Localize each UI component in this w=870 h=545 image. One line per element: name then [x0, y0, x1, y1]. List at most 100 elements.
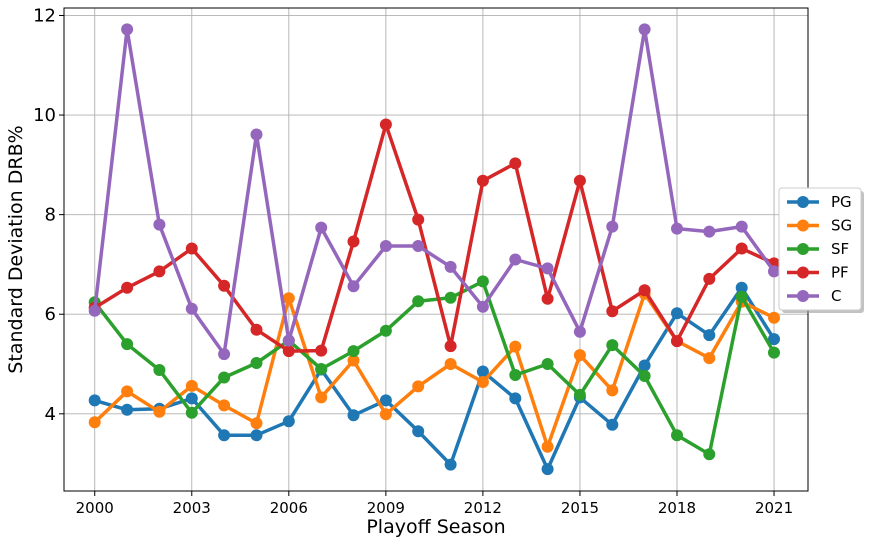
- data-point-c: [379, 240, 392, 252]
- series-c: [88, 23, 780, 361]
- data-point-sg: [347, 354, 360, 367]
- data-point-sf: [121, 338, 134, 351]
- data-point-pf: [606, 305, 619, 318]
- legend-label: C: [831, 287, 841, 305]
- data-point-pf: [671, 335, 683, 348]
- data-point-c: [444, 260, 457, 273]
- x-tick-label: 2018: [658, 499, 696, 517]
- data-point-sf: [250, 357, 263, 369]
- data-point-sf: [573, 388, 586, 401]
- series-line-c: [92, 27, 776, 356]
- data-point-pf: [121, 281, 134, 294]
- data-point-pg: [121, 403, 134, 416]
- data-point-c: [153, 218, 166, 231]
- data-point-sf: [541, 358, 554, 370]
- data-point-sg: [703, 352, 716, 365]
- x-tick-label: 2006: [270, 499, 308, 517]
- x-tick-label: 2003: [173, 499, 211, 517]
- y-tick-label: 12: [33, 5, 56, 26]
- data-point-sf: [671, 429, 683, 442]
- series-sf: [88, 275, 780, 461]
- data-point-sg: [444, 358, 457, 370]
- data-point-sf: [185, 406, 198, 419]
- legend-box: [778, 187, 862, 311]
- data-point-pf: [250, 323, 263, 336]
- y-axis-title: Standard Deviation DRB%: [5, 125, 27, 373]
- data-point-pf: [476, 174, 489, 187]
- data-point-pf: [153, 265, 166, 278]
- data-point-pg: [606, 418, 619, 431]
- data-point-pf: [541, 292, 554, 305]
- data-point-sg: [185, 379, 198, 392]
- data-point-c: [671, 222, 683, 235]
- data-point-c: [185, 302, 198, 315]
- data-point-sg: [606, 384, 619, 397]
- data-point-pg: [638, 359, 651, 372]
- data-point-c: [541, 262, 554, 275]
- data-point-sg: [379, 408, 392, 421]
- data-point-c: [735, 220, 748, 233]
- data-point-sf: [315, 363, 328, 375]
- x-tick-label: 2000: [76, 499, 114, 517]
- data-point-sf: [509, 369, 522, 381]
- data-point-pg: [509, 392, 522, 405]
- data-point-pf: [573, 174, 586, 187]
- data-point-c: [347, 280, 360, 293]
- data-point-pf: [315, 344, 328, 357]
- data-point-pg: [282, 415, 295, 428]
- x-axis-title: Playoff Season: [366, 516, 505, 538]
- data-point-pg: [703, 329, 716, 342]
- legend-marker: [797, 290, 809, 302]
- data-point-sf: [347, 345, 360, 358]
- x-tick-label: 2009: [367, 499, 405, 517]
- data-point-sg: [153, 405, 166, 418]
- data-point-pf: [218, 279, 231, 292]
- legend-label: SG: [831, 217, 852, 235]
- legend-item-pg: PG: [787, 193, 852, 211]
- series-pg: [88, 281, 780, 476]
- plot-area-frame: [63, 7, 809, 492]
- data-point-pg: [768, 333, 780, 346]
- data-point-sg: [509, 340, 522, 353]
- data-point-c: [88, 304, 101, 317]
- data-point-sf: [476, 275, 489, 288]
- series-line-pg: [94, 286, 776, 471]
- data-point-pf: [703, 272, 716, 285]
- y-tick-label: 10: [33, 105, 56, 126]
- data-point-pf: [379, 118, 392, 131]
- data-point-pf: [444, 340, 457, 353]
- data-point-sf: [379, 324, 392, 337]
- data-point-pg: [671, 307, 683, 320]
- x-tick-label: 2012: [464, 499, 502, 517]
- series-line-sf: [93, 279, 776, 456]
- series-pf: [88, 118, 780, 358]
- legend-label: PG: [831, 193, 852, 211]
- data-point-c: [315, 221, 328, 234]
- data-point-c: [218, 348, 231, 361]
- data-point-c: [703, 225, 716, 238]
- legend: PG SG SF PF C: [778, 187, 864, 313]
- data-point-pf: [282, 345, 295, 358]
- legend-marker: [797, 266, 809, 279]
- data-point-pg: [218, 429, 231, 442]
- data-point-pg: [735, 281, 748, 294]
- grid: [64, 8, 808, 491]
- data-point-sg: [476, 376, 489, 388]
- data-point-sf: [444, 291, 457, 304]
- data-point-pf: [185, 242, 198, 255]
- data-point-c: [412, 240, 425, 252]
- data-point-sg: [282, 292, 295, 305]
- data-point-c: [250, 128, 263, 141]
- legend-label: PF: [831, 264, 849, 282]
- data-point-c: [768, 265, 780, 278]
- data-point-pf: [735, 242, 748, 255]
- data-point-c: [509, 253, 522, 266]
- x-axis: 2000 2003 2006 2009 2012 2015 2018 2021: [76, 491, 793, 517]
- data-point-c: [573, 325, 586, 338]
- legend-label: SF: [831, 240, 849, 258]
- data-point-sg: [88, 416, 101, 429]
- data-point-pg: [379, 394, 392, 407]
- data-point-sf: [735, 290, 748, 303]
- data-point-c: [476, 300, 489, 313]
